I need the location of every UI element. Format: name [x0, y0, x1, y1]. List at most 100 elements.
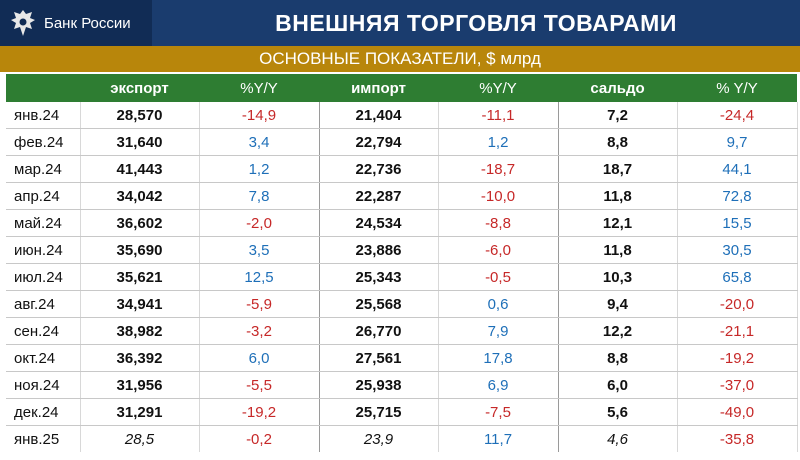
cell-export: 34,941 [80, 290, 200, 318]
cell-import: 23,886 [319, 236, 439, 264]
cell-balance-yy: -24,4 [677, 102, 798, 129]
row-date: апр.24 [6, 182, 81, 210]
cell-export: 28,570 [80, 102, 200, 129]
cell-balance-yy: 44,1 [677, 155, 798, 183]
table-row: янв.25 28,5 -0,2 23,9 11,7 4,6 -35,8 [6, 425, 798, 452]
cell-balance: 4,6 [558, 425, 678, 452]
trade-table-container: экспорт %Y/Y импорт %Y/Y сальдо % Y/Y ян… [6, 74, 798, 452]
eagle-emblem-icon [11, 10, 35, 36]
cell-export-yy: -14,9 [199, 102, 320, 129]
cell-balance: 18,7 [558, 155, 678, 183]
cell-import: 26,770 [319, 317, 439, 345]
table-row: авг.24 34,941 -5,9 25,568 0,6 9,4 -20,0 [6, 290, 798, 318]
row-date: май.24 [6, 209, 81, 237]
cell-import-yy: 11,7 [438, 425, 559, 452]
row-date: авг.24 [6, 290, 81, 318]
table-header-row: экспорт %Y/Y импорт %Y/Y сальдо % Y/Y [6, 74, 797, 102]
cell-balance-yy: 9,7 [677, 128, 798, 156]
table-row: дек.24 31,291 -19,2 25,715 -7,5 5,6 -49,0 [6, 398, 798, 426]
cell-export-yy: 6,0 [199, 344, 320, 372]
cell-balance: 10,3 [558, 263, 678, 291]
row-date: июл.24 [6, 263, 81, 291]
cell-balance-yy: 65,8 [677, 263, 798, 291]
table-row: сен.24 38,982 -3,2 26,770 7,9 12,2 -21,1 [6, 317, 798, 345]
cell-export-yy: -5,9 [199, 290, 320, 318]
row-date: июн.24 [6, 236, 81, 264]
cell-balance-yy: -37,0 [677, 371, 798, 399]
column-header-date [6, 74, 80, 102]
row-date: окт.24 [6, 344, 81, 372]
cell-export: 28,5 [80, 425, 200, 452]
row-date: дек.24 [6, 398, 81, 426]
cell-import: 25,715 [319, 398, 439, 426]
cell-export: 36,392 [80, 344, 200, 372]
cell-import: 22,736 [319, 155, 439, 183]
cell-import: 22,794 [319, 128, 439, 156]
column-header-import-yy: %Y/Y [438, 74, 558, 102]
bank-logo: Банк России [0, 0, 152, 46]
column-header-balance: сальдо [558, 74, 677, 102]
cell-import-yy: -6,0 [438, 236, 559, 264]
page-subtitle: ОСНОВНЫЕ ПОКАЗАТЕЛИ, $ млрд [0, 46, 800, 72]
cell-export-yy: 3,5 [199, 236, 320, 264]
row-date: янв.25 [6, 425, 81, 452]
cell-export: 41,443 [80, 155, 200, 183]
cell-import: 25,343 [319, 263, 439, 291]
row-date: ноя.24 [6, 371, 81, 399]
cell-export-yy: -2,0 [199, 209, 320, 237]
cell-balance: 6,0 [558, 371, 678, 399]
cell-export: 31,956 [80, 371, 200, 399]
cell-import-yy: 0,6 [438, 290, 559, 318]
cell-import-yy: 7,9 [438, 317, 559, 345]
cell-balance: 8,8 [558, 128, 678, 156]
cell-import: 21,404 [319, 102, 439, 129]
cell-balance-yy: -20,0 [677, 290, 798, 318]
cell-export-yy: 12,5 [199, 263, 320, 291]
cell-export-yy: -5,5 [199, 371, 320, 399]
cell-import: 25,568 [319, 290, 439, 318]
row-date: фев.24 [6, 128, 81, 156]
cell-import-yy: 1,2 [438, 128, 559, 156]
cell-import-yy: -0,5 [438, 263, 559, 291]
cell-export: 31,640 [80, 128, 200, 156]
column-header-import: импорт [319, 74, 438, 102]
cell-export: 34,042 [80, 182, 200, 210]
table-body: янв.24 28,570 -14,9 21,404 -11,1 7,2 -24,4 фев.… [6, 102, 798, 452]
cell-import: 24,534 [319, 209, 439, 237]
table-row: июл.24 35,621 12,5 25,343 -0,5 10,3 65,8 [6, 263, 798, 291]
cell-balance-yy: 15,5 [677, 209, 798, 237]
cell-balance: 11,8 [558, 182, 678, 210]
cell-export: 35,690 [80, 236, 200, 264]
cell-import-yy: -11,1 [438, 102, 559, 129]
cell-import-yy: -7,5 [438, 398, 559, 426]
table-row: фев.24 31,640 3,4 22,794 1,2 8,8 9,7 [6, 128, 798, 156]
cell-import-yy: 17,8 [438, 344, 559, 372]
cell-export: 36,602 [80, 209, 200, 237]
row-date: янв.24 [6, 102, 81, 129]
cell-export-yy: -3,2 [199, 317, 320, 345]
row-date: сен.24 [6, 317, 81, 345]
cell-balance-yy: -35,8 [677, 425, 798, 452]
cell-export-yy: -19,2 [199, 398, 320, 426]
cell-balance: 8,8 [558, 344, 678, 372]
cell-import-yy: -8,8 [438, 209, 559, 237]
trade-table: экспорт %Y/Y импорт %Y/Y сальдо % Y/Y ян… [6, 74, 798, 452]
table-row: мар.24 41,443 1,2 22,736 -18,7 18,7 44,1 [6, 155, 798, 183]
cell-balance-yy: -19,2 [677, 344, 798, 372]
logo-text: Банк России [44, 14, 131, 32]
cell-export-yy: 1,2 [199, 155, 320, 183]
cell-balance: 11,8 [558, 236, 678, 264]
cell-balance: 7,2 [558, 102, 678, 129]
cell-balance: 9,4 [558, 290, 678, 318]
column-header-export: экспорт [80, 74, 199, 102]
cell-balance-yy: 72,8 [677, 182, 798, 210]
cell-import-yy: 6,9 [438, 371, 559, 399]
cell-balance-yy: -49,0 [677, 398, 798, 426]
cell-import: 23,9 [319, 425, 439, 452]
table-row: ноя.24 31,956 -5,5 25,938 6,9 6,0 -37,0 [6, 371, 798, 399]
cell-balance: 5,6 [558, 398, 678, 426]
cell-import-yy: -18,7 [438, 155, 559, 183]
cell-balance-yy: -21,1 [677, 317, 798, 345]
cell-import: 27,561 [319, 344, 439, 372]
cell-import: 22,287 [319, 182, 439, 210]
